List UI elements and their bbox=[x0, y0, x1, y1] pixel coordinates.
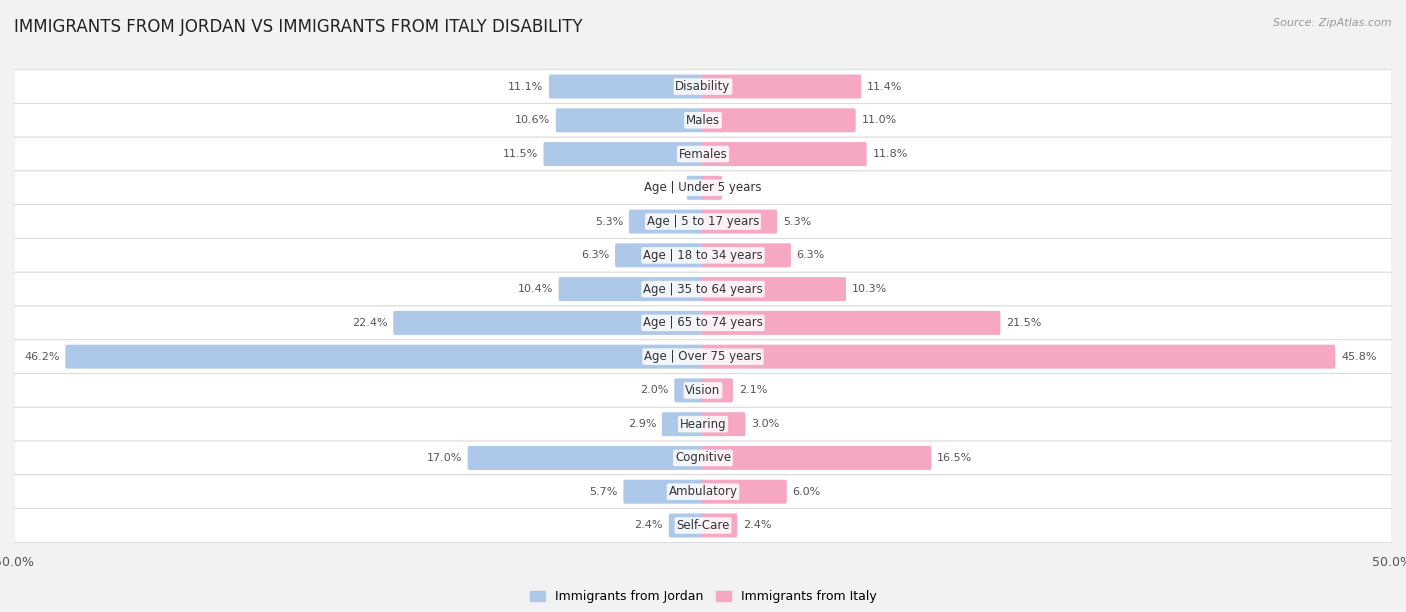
FancyBboxPatch shape bbox=[702, 412, 745, 436]
Text: 10.6%: 10.6% bbox=[515, 115, 550, 125]
FancyBboxPatch shape bbox=[702, 345, 1336, 368]
FancyBboxPatch shape bbox=[14, 239, 1392, 272]
Text: Age | Over 75 years: Age | Over 75 years bbox=[644, 350, 762, 363]
Text: 6.3%: 6.3% bbox=[581, 250, 609, 260]
Text: 5.3%: 5.3% bbox=[595, 217, 623, 226]
Text: 11.4%: 11.4% bbox=[868, 81, 903, 92]
FancyBboxPatch shape bbox=[14, 475, 1392, 509]
Text: 11.8%: 11.8% bbox=[873, 149, 908, 159]
FancyBboxPatch shape bbox=[662, 412, 704, 436]
Text: 1.1%: 1.1% bbox=[652, 183, 681, 193]
FancyBboxPatch shape bbox=[14, 373, 1392, 408]
Text: 16.5%: 16.5% bbox=[938, 453, 973, 463]
FancyBboxPatch shape bbox=[702, 311, 1000, 335]
Text: 45.8%: 45.8% bbox=[1341, 352, 1376, 362]
Text: Age | 18 to 34 years: Age | 18 to 34 years bbox=[643, 249, 763, 262]
FancyBboxPatch shape bbox=[14, 272, 1392, 306]
Text: Age | 5 to 17 years: Age | 5 to 17 years bbox=[647, 215, 759, 228]
FancyBboxPatch shape bbox=[675, 378, 704, 403]
Text: 2.1%: 2.1% bbox=[738, 386, 768, 395]
Text: Hearing: Hearing bbox=[679, 417, 727, 431]
FancyBboxPatch shape bbox=[702, 446, 931, 470]
FancyBboxPatch shape bbox=[702, 209, 778, 234]
Text: Ambulatory: Ambulatory bbox=[668, 485, 738, 498]
FancyBboxPatch shape bbox=[14, 441, 1392, 475]
Text: Age | 65 to 74 years: Age | 65 to 74 years bbox=[643, 316, 763, 329]
FancyBboxPatch shape bbox=[558, 277, 704, 301]
Text: 10.3%: 10.3% bbox=[852, 284, 887, 294]
FancyBboxPatch shape bbox=[14, 509, 1392, 542]
Text: 5.7%: 5.7% bbox=[589, 487, 617, 497]
Text: 5.3%: 5.3% bbox=[783, 217, 811, 226]
Text: Age | Under 5 years: Age | Under 5 years bbox=[644, 181, 762, 195]
Text: 11.0%: 11.0% bbox=[862, 115, 897, 125]
FancyBboxPatch shape bbox=[65, 345, 704, 368]
FancyBboxPatch shape bbox=[614, 244, 704, 267]
FancyBboxPatch shape bbox=[702, 513, 737, 537]
FancyBboxPatch shape bbox=[14, 103, 1392, 137]
FancyBboxPatch shape bbox=[702, 176, 723, 200]
Text: 11.5%: 11.5% bbox=[502, 149, 537, 159]
Text: 2.0%: 2.0% bbox=[640, 386, 669, 395]
Text: 6.0%: 6.0% bbox=[793, 487, 821, 497]
Text: Cognitive: Cognitive bbox=[675, 452, 731, 465]
Text: 2.9%: 2.9% bbox=[627, 419, 657, 429]
FancyBboxPatch shape bbox=[702, 480, 787, 504]
FancyBboxPatch shape bbox=[14, 171, 1392, 204]
Text: Vision: Vision bbox=[685, 384, 721, 397]
FancyBboxPatch shape bbox=[623, 480, 704, 504]
Text: Males: Males bbox=[686, 114, 720, 127]
FancyBboxPatch shape bbox=[14, 70, 1392, 103]
FancyBboxPatch shape bbox=[548, 75, 704, 99]
Text: Females: Females bbox=[679, 147, 727, 160]
FancyBboxPatch shape bbox=[702, 108, 856, 132]
FancyBboxPatch shape bbox=[702, 75, 862, 99]
Text: Age | 35 to 64 years: Age | 35 to 64 years bbox=[643, 283, 763, 296]
FancyBboxPatch shape bbox=[544, 142, 704, 166]
Text: 2.4%: 2.4% bbox=[742, 520, 772, 531]
Text: 11.1%: 11.1% bbox=[508, 81, 543, 92]
Text: Self-Care: Self-Care bbox=[676, 519, 730, 532]
Text: Source: ZipAtlas.com: Source: ZipAtlas.com bbox=[1274, 18, 1392, 28]
Text: 6.3%: 6.3% bbox=[797, 250, 825, 260]
FancyBboxPatch shape bbox=[14, 340, 1392, 373]
FancyBboxPatch shape bbox=[14, 408, 1392, 441]
Text: Disability: Disability bbox=[675, 80, 731, 93]
FancyBboxPatch shape bbox=[14, 204, 1392, 239]
Text: 17.0%: 17.0% bbox=[426, 453, 461, 463]
Text: 21.5%: 21.5% bbox=[1007, 318, 1042, 328]
FancyBboxPatch shape bbox=[686, 176, 704, 200]
FancyBboxPatch shape bbox=[702, 244, 792, 267]
FancyBboxPatch shape bbox=[555, 108, 704, 132]
Text: 22.4%: 22.4% bbox=[352, 318, 388, 328]
Text: 46.2%: 46.2% bbox=[24, 352, 59, 362]
Legend: Immigrants from Jordan, Immigrants from Italy: Immigrants from Jordan, Immigrants from … bbox=[524, 585, 882, 608]
Text: IMMIGRANTS FROM JORDAN VS IMMIGRANTS FROM ITALY DISABILITY: IMMIGRANTS FROM JORDAN VS IMMIGRANTS FRO… bbox=[14, 18, 582, 36]
FancyBboxPatch shape bbox=[394, 311, 704, 335]
FancyBboxPatch shape bbox=[702, 277, 846, 301]
FancyBboxPatch shape bbox=[702, 142, 866, 166]
Text: 10.4%: 10.4% bbox=[517, 284, 553, 294]
FancyBboxPatch shape bbox=[14, 137, 1392, 171]
FancyBboxPatch shape bbox=[468, 446, 704, 470]
Text: 1.3%: 1.3% bbox=[728, 183, 756, 193]
FancyBboxPatch shape bbox=[702, 378, 733, 403]
FancyBboxPatch shape bbox=[669, 513, 704, 537]
Text: 3.0%: 3.0% bbox=[751, 419, 779, 429]
FancyBboxPatch shape bbox=[628, 209, 704, 234]
Text: 2.4%: 2.4% bbox=[634, 520, 664, 531]
FancyBboxPatch shape bbox=[14, 306, 1392, 340]
